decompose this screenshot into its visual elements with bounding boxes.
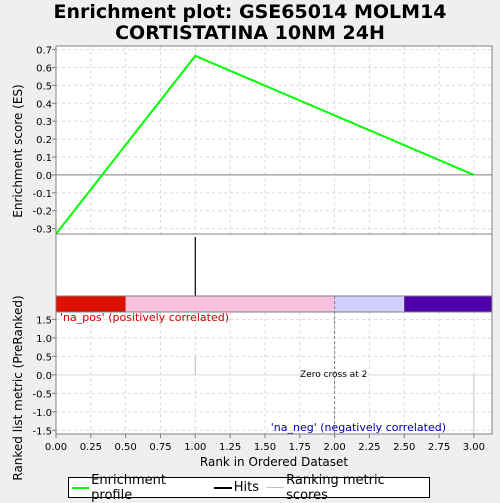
legend-item-enrichment-profile: Enrichment profile <box>72 473 206 503</box>
legend-label: Ranking metric scores <box>286 472 385 503</box>
x-tick-label: 0.75 <box>149 442 171 453</box>
ranking-color-bar <box>55 295 493 313</box>
x-tick-label: 2.25 <box>358 442 380 453</box>
metric-y-tick-label: -1.5 <box>32 426 52 437</box>
hits-panel <box>55 233 493 297</box>
x-tick-label: 2.00 <box>323 442 345 453</box>
hits-panel-bg <box>55 233 493 297</box>
x-tick-label: 1.75 <box>289 442 311 453</box>
metric-bars <box>194 356 475 434</box>
x-tick-label: 0.25 <box>80 442 102 453</box>
gray-line-icon <box>266 487 285 488</box>
es-y-tick-label: -0.3 <box>32 225 52 236</box>
es-y-tick-label: 0.1 <box>36 153 52 164</box>
es-panel: -0.3 -0.2 -0.1 0.0 0.1 0.2 0.3 0.4 0.5 0.6 0.7 <box>32 45 493 236</box>
metric-y-tick-label: 0.5 <box>36 352 52 363</box>
legend-label: Enrichment profile <box>91 472 166 503</box>
es-y-tick-label: -0.2 <box>32 207 52 218</box>
enrichment-profile-line <box>55 54 475 235</box>
chart-title-line-1: Enrichment plot: GSE65014 MOLM14 <box>53 1 447 23</box>
metric-y-tick-label: -1.0 <box>32 408 52 419</box>
es-y-tick-label: -0.1 <box>32 189 52 200</box>
es-y-tick-label: 0.2 <box>36 135 52 146</box>
metric-y-tick-label: 1.5 <box>36 315 52 326</box>
es-y-tick-label: 0.4 <box>36 99 52 110</box>
legend-item-ranking-metric: Ranking metric scores <box>266 472 424 503</box>
metric-panel-border <box>55 311 493 435</box>
color-bar-segment <box>56 296 126 312</box>
es-y-tick-label: 0.6 <box>36 63 52 74</box>
x-tick-label: 2.75 <box>428 442 450 453</box>
x-tick-label: 1.25 <box>219 442 241 453</box>
color-bar-segment <box>404 296 492 312</box>
legend-label: Hits <box>233 480 259 495</box>
metric-y-ticks: -1.5 -1.0 -0.5 0.0 0.5 1.0 1.5 <box>32 315 56 437</box>
legend-item-hits: Hits <box>213 480 259 495</box>
x-tick-label: 3.00 <box>463 442 485 453</box>
x-tick-label: 1.00 <box>184 442 206 453</box>
es-y-tick-label: 0.5 <box>36 81 52 92</box>
legend: Enrichment profile Hits Ranking metric s… <box>68 473 430 503</box>
pos-correlated-label: 'na_pos' (positively correlated) <box>60 311 229 324</box>
zero-cross-label: Zero cross at 2 <box>300 370 367 380</box>
x-axis-label: Rank in Ordered Dataset <box>200 455 348 469</box>
es-panel-bg <box>56 46 492 234</box>
metric-panel: -1.5 -1.0 -0.5 0.0 0.5 1.0 1.5 0.00 0.25 0.50 0.7… <box>32 296 493 453</box>
chart-title: Enrichment plot: GSE65014 MOLM14 CORTIST… <box>0 2 500 44</box>
color-bar-segment <box>125 296 335 312</box>
es-y-tick-label: 0.0 <box>36 171 52 182</box>
color-bar-segment <box>334 296 405 312</box>
metric-y-tick-label: 0.0 <box>36 371 52 382</box>
x-axis-ticks: 0.00 0.25 0.50 0.75 1.00 1.25 1.50 1.75 2.00 2.25… <box>45 434 485 453</box>
metric-y-tick-label: 1.0 <box>36 334 52 345</box>
black-line-icon <box>213 486 232 489</box>
metric-y-tick-label: -0.5 <box>32 389 52 400</box>
metric-panel-bg <box>56 312 492 434</box>
x-tick-label: 2.50 <box>393 442 415 453</box>
es-y-tick-label: 0.3 <box>36 117 52 128</box>
neg-correlated-label: 'na_neg' (negatively correlated) <box>271 421 446 434</box>
metric-y-axis-label: Ranked list metric (PreRanked) <box>11 295 25 480</box>
es-y-tick-label: 0.7 <box>36 46 52 57</box>
chart-title-line-2: CORTISTATINA 10NM 24H <box>115 22 385 44</box>
x-tick-label: 1.50 <box>254 442 276 453</box>
green-line-icon <box>72 486 90 489</box>
es-y-ticks: -0.3 -0.2 -0.1 0.0 0.1 0.2 0.3 0.4 0.5 0.6 0.7 <box>32 46 56 236</box>
es-y-axis-label: Enrichment score (ES) <box>11 84 25 217</box>
x-tick-label: 0.50 <box>115 442 137 453</box>
x-tick-label: 0.00 <box>45 442 67 453</box>
